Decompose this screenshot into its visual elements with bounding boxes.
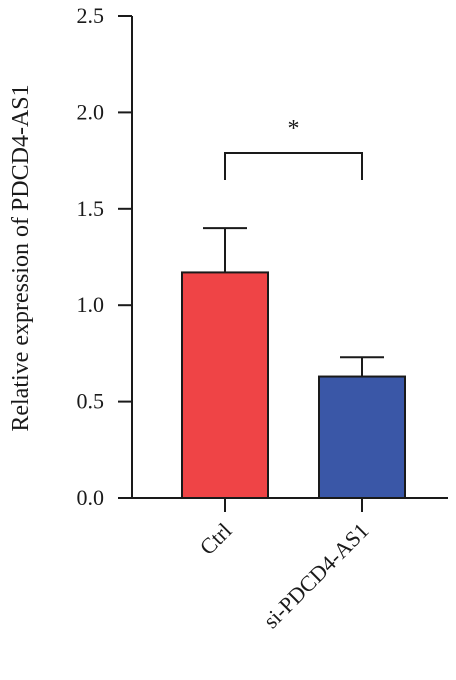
- significance-label: *: [288, 116, 300, 142]
- x-tick-label: Ctrl: [195, 518, 237, 560]
- y-tick-label: 1.0: [77, 292, 105, 317]
- y-tick-label: 0.5: [77, 389, 105, 414]
- y-tick-label: 1.5: [77, 196, 105, 221]
- y-axis: 0.0 0.5 1.0 1.5 2.0 2.5: [77, 3, 133, 510]
- x-tick-label: si-PDCD4-AS1: [258, 518, 373, 633]
- y-tick-label: 2.5: [77, 3, 105, 28]
- significance-bracket: *: [224, 116, 363, 180]
- bar-1: [181, 271, 269, 500]
- x-axis: Ctrl si-PDCD4-AS1: [132, 497, 448, 633]
- y-tick-label: 2.0: [77, 99, 105, 124]
- bar-2: [318, 375, 406, 500]
- bars: [181, 227, 406, 500]
- y-axis-title: Relative expression of PDCD4-AS1: [8, 84, 34, 431]
- y-tick-label: 0.0: [77, 485, 105, 510]
- significance-line: [224, 152, 363, 180]
